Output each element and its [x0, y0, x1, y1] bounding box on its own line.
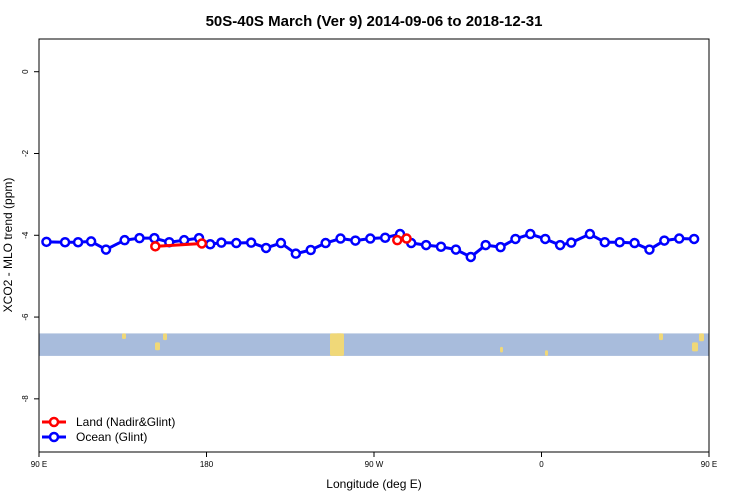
y-tick-label: -6 [21, 313, 30, 321]
y-tick-label: -8 [21, 395, 30, 403]
land-point [401, 233, 412, 244]
map-land-patch [545, 350, 548, 356]
ocean-point [290, 248, 302, 259]
map-land-patch [336, 333, 342, 356]
y-axis-label: XCO2 - MLO trend (ppm) [1, 178, 15, 313]
ocean-point [644, 244, 655, 255]
ocean-point [599, 236, 611, 248]
x-tick-label: 180 [200, 460, 214, 469]
ocean-point [688, 233, 700, 245]
map-land-patch [699, 333, 704, 342]
land-series-line [155, 241, 202, 248]
ocean-point [465, 251, 477, 263]
land-point [392, 234, 403, 246]
legend-ocean-label: Ocean (Glint) [76, 430, 147, 444]
legend-land-label: Land (Nadir&Glint) [76, 415, 175, 429]
map-land-patch [500, 346, 503, 353]
x-tick-label: 90 E [701, 460, 717, 469]
ocean-point [204, 239, 216, 250]
map-strip [39, 333, 709, 356]
ocean-point [435, 241, 447, 252]
ocean-point [41, 236, 52, 248]
ocean-point [72, 236, 84, 248]
ocean-point [335, 233, 346, 244]
x-axis: 90 E 180 90 W 0 90 E [31, 452, 717, 469]
legend-ocean-marker [48, 431, 60, 443]
ocean-point [584, 228, 596, 240]
land-point [196, 238, 208, 249]
ocean-point [659, 235, 670, 246]
x-tick-label: 90 E [31, 460, 47, 469]
ocean-point [350, 235, 361, 246]
map-land-patch [122, 333, 126, 340]
ocean-point [59, 236, 71, 248]
ocean-point [149, 232, 160, 244]
ocean-point [245, 237, 257, 248]
ocean-point [673, 233, 685, 244]
ocean-point [216, 237, 227, 248]
map-land-patch [163, 333, 167, 341]
y-tick-label: -4 [21, 231, 30, 239]
ocean-point [566, 237, 577, 248]
land-point [150, 241, 161, 252]
x-tick-label: 0 [539, 460, 544, 469]
y-axis: 0 -2 -4 -6 -8 [21, 69, 39, 402]
ocean-point [379, 232, 391, 243]
ocean-point [420, 239, 432, 251]
ocean-point [510, 233, 521, 245]
ocean-point [320, 237, 331, 249]
ocean-point [85, 236, 97, 247]
ocean-point [480, 239, 491, 251]
ocean-point [275, 237, 287, 249]
series-layer [41, 228, 700, 263]
ocean-point [614, 236, 625, 248]
x-tick-label: 90 W [365, 460, 384, 469]
map-land-patch [692, 342, 698, 352]
legend-land-marker [48, 416, 60, 428]
map-ocean-band [39, 333, 709, 356]
chart-title: 50S-40S March (Ver 9) 2014-09-06 to 2018… [206, 13, 543, 30]
map-land-patch [659, 333, 663, 341]
ocean-point [450, 244, 462, 255]
ocean-point [260, 242, 272, 254]
ocean-point [539, 233, 551, 245]
ocean-point [365, 233, 376, 244]
x-axis-label: Longitude (deg E) [326, 477, 421, 491]
ocean-point [134, 232, 145, 244]
ocean-point [629, 237, 640, 249]
ocean-point [495, 241, 506, 253]
ocean-point [100, 244, 112, 255]
legend: Land (Nadir&Glint) Ocean (Glint) [42, 415, 175, 444]
y-tick-label: 0 [21, 69, 30, 74]
map-land-patch [155, 342, 160, 351]
ocean-point [525, 228, 536, 240]
ocean-point [305, 244, 316, 256]
ocean-point [231, 237, 242, 249]
y-tick-label: -2 [21, 149, 30, 157]
ocean-point [554, 239, 566, 251]
ocean-point [119, 234, 130, 246]
